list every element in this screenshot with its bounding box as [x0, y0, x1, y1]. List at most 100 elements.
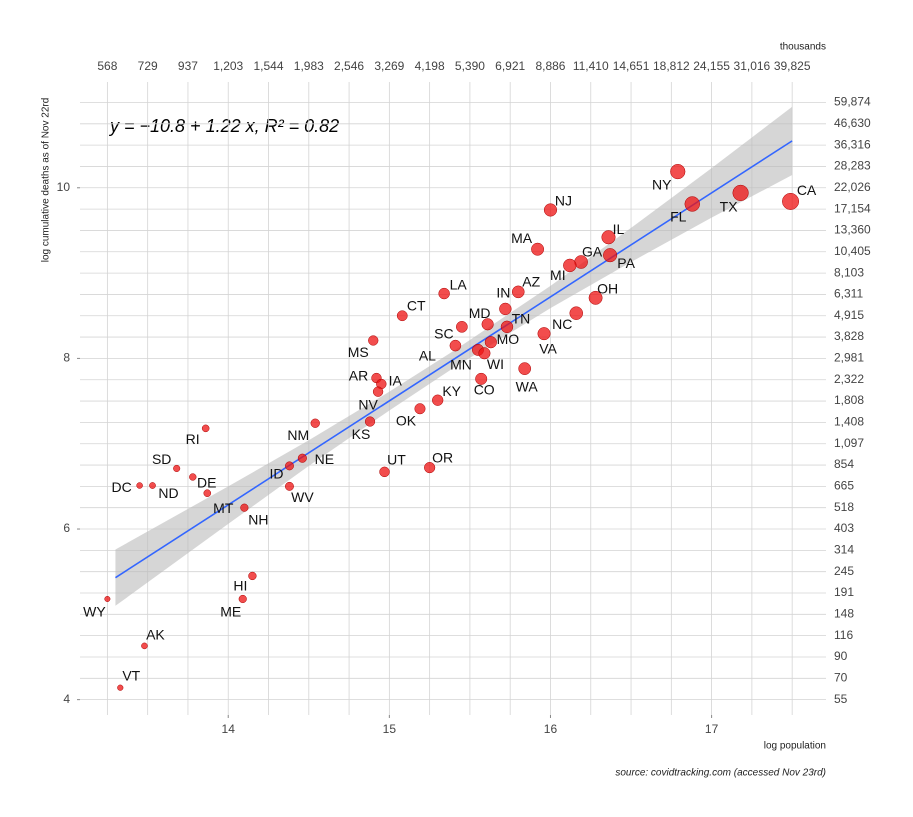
point-label: WV	[291, 489, 314, 505]
y2-tick-label: 8,103	[834, 265, 864, 279]
point-label: DE	[197, 475, 216, 491]
y2-tick-label: 4,915	[834, 308, 864, 322]
point	[364, 416, 376, 427]
y2-tick-label: 665	[834, 479, 854, 493]
point	[240, 503, 249, 512]
x2-tick-label: 568	[97, 59, 117, 73]
y2-tick-label: 90	[834, 649, 848, 663]
x2-tick-label: 14,651	[613, 59, 650, 73]
point	[588, 290, 603, 305]
point-label: ME	[220, 604, 241, 620]
y2-tick-label: 10,405	[834, 244, 871, 258]
point	[500, 320, 514, 334]
x2-tick-label: 1,544	[253, 59, 283, 73]
point	[189, 473, 197, 481]
point	[136, 482, 143, 489]
point-label: CT	[407, 297, 426, 313]
y2-tick-label: 191	[834, 585, 854, 599]
point-label: MS	[348, 344, 369, 360]
x2-tick-label: 5,390	[455, 59, 485, 73]
x2-tick-label: 39,825	[774, 59, 811, 73]
point	[285, 481, 294, 491]
point-label: VT	[122, 667, 140, 683]
point	[424, 462, 436, 474]
point-label: CO	[474, 382, 495, 398]
point-label: KY	[442, 383, 461, 399]
point	[297, 453, 307, 463]
point-label: NM	[287, 427, 309, 443]
point-label: VA	[539, 340, 557, 356]
point-label: PA	[617, 255, 635, 271]
point	[782, 192, 800, 210]
x-tick-label: 17	[705, 722, 719, 736]
point	[372, 386, 384, 397]
x-tick-label: 14	[222, 722, 236, 736]
point	[149, 482, 156, 489]
point-label: WA	[516, 378, 539, 394]
y-tick-label: 8	[63, 351, 70, 365]
y2-tick-label: 314	[834, 543, 854, 557]
y-tick-label: 4	[63, 692, 70, 706]
y2-tick-label: 403	[834, 521, 854, 535]
y2-tick-label: 36,316	[834, 137, 871, 151]
point	[396, 310, 408, 322]
y2-tick-label: 28,283	[834, 159, 871, 173]
point-label: AZ	[522, 274, 540, 290]
y2-tick-label: 518	[834, 500, 854, 514]
point-label: MO	[497, 331, 520, 347]
point	[481, 318, 494, 331]
point	[563, 258, 577, 273]
y2-tick-label: 22,026	[834, 180, 871, 194]
point	[285, 461, 294, 471]
x2-tick-label: 3,269	[374, 59, 404, 73]
point-label: MD	[469, 305, 491, 321]
y-tick-label: 6	[63, 521, 70, 535]
point-label: TX	[720, 199, 739, 215]
point	[569, 306, 584, 320]
x2-tick-label: 4,198	[415, 59, 445, 73]
point-label: GA	[582, 244, 603, 260]
point	[518, 362, 532, 375]
x2-tick-label: 937	[178, 59, 198, 73]
point	[173, 464, 181, 472]
point	[543, 203, 558, 217]
y2-tick-label: 116	[834, 628, 853, 642]
point	[484, 336, 497, 349]
y2-tick-label: 245	[834, 564, 854, 578]
point	[603, 248, 618, 263]
y2-tick-label: 6,311	[834, 287, 863, 301]
point-label: UT	[387, 452, 406, 468]
y2-tick-label: 55	[834, 692, 848, 706]
point-label: FL	[670, 209, 687, 225]
point-label: WY	[83, 604, 106, 620]
confidence-band	[115, 106, 793, 606]
point	[432, 394, 444, 406]
point	[684, 196, 700, 212]
x-tick-label: 15	[383, 722, 397, 736]
point	[379, 466, 390, 478]
y-tick-label: 10	[57, 180, 71, 194]
y2-tick-label: 2,981	[834, 351, 864, 365]
point-label: OH	[597, 281, 618, 297]
point-label: CA	[797, 182, 817, 198]
y2-tick-label: 148	[834, 607, 854, 621]
point-label: NY	[652, 176, 672, 192]
y2-tick-label: 1,408	[834, 415, 864, 429]
equation: y = −10.8 + 1.22 x, R² = 0.82	[108, 116, 339, 136]
point	[438, 287, 450, 300]
x2-tick-label: 1,203	[213, 59, 243, 73]
y2-tick-label: 1,808	[834, 393, 864, 407]
y2-tick-label: 2,322	[834, 372, 864, 386]
x2-tick-label: 1,983	[294, 59, 324, 73]
point-label: AR	[349, 368, 368, 384]
point-label: MN	[450, 357, 472, 373]
y2-tick-label: 46,630	[834, 116, 871, 130]
point	[368, 335, 379, 346]
y2-tick-label: 1,097	[834, 436, 864, 450]
point-label: IA	[389, 373, 403, 389]
y2-tick-label: 17,154	[834, 201, 871, 215]
point-label: MT	[213, 500, 234, 516]
x2-tick-label: 24,155	[693, 59, 730, 73]
point	[531, 242, 545, 256]
point	[310, 418, 320, 428]
